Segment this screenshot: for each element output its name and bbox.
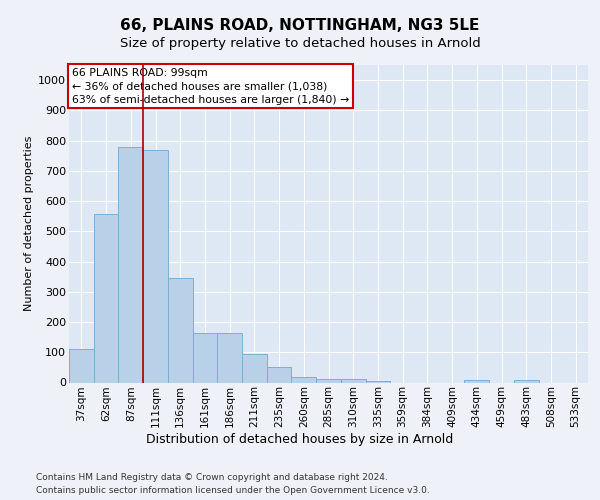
Text: Contains public sector information licensed under the Open Government Licence v3: Contains public sector information licen… <box>36 486 430 495</box>
Bar <box>341 380 365 382</box>
Bar <box>292 377 316 382</box>
Bar <box>267 367 292 382</box>
Text: Distribution of detached houses by size in Arnold: Distribution of detached houses by size … <box>146 432 454 446</box>
Bar <box>69 349 94 382</box>
Bar <box>464 380 489 382</box>
Text: 66 PLAINS ROAD: 99sqm
← 36% of detached houses are smaller (1,038)
63% of semi-d: 66 PLAINS ROAD: 99sqm ← 36% of detached … <box>71 68 349 104</box>
Y-axis label: Number of detached properties: Number of detached properties <box>24 136 34 312</box>
Bar <box>168 278 193 382</box>
Bar <box>118 146 143 382</box>
Bar <box>94 214 118 382</box>
Bar <box>316 380 341 382</box>
Text: Size of property relative to detached houses in Arnold: Size of property relative to detached ho… <box>119 38 481 51</box>
Bar <box>242 354 267 382</box>
Bar <box>217 333 242 382</box>
Bar <box>193 333 217 382</box>
Bar <box>365 381 390 382</box>
Bar <box>514 380 539 382</box>
Bar <box>143 150 168 382</box>
Text: Contains HM Land Registry data © Crown copyright and database right 2024.: Contains HM Land Registry data © Crown c… <box>36 472 388 482</box>
Text: 66, PLAINS ROAD, NOTTINGHAM, NG3 5LE: 66, PLAINS ROAD, NOTTINGHAM, NG3 5LE <box>121 18 479 32</box>
